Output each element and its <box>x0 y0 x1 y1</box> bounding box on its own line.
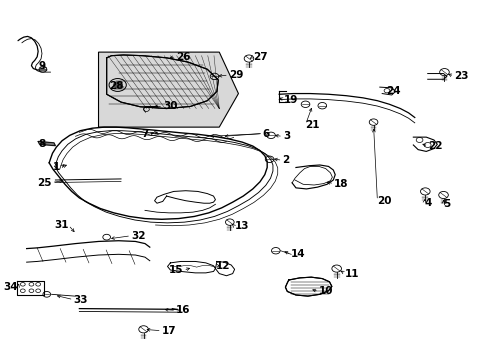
Text: 17: 17 <box>162 326 176 336</box>
Text: 13: 13 <box>234 221 248 231</box>
Text: 23: 23 <box>453 71 468 81</box>
Text: 8: 8 <box>39 139 46 149</box>
Text: 15: 15 <box>168 265 183 275</box>
Text: 12: 12 <box>215 261 229 271</box>
Text: 10: 10 <box>318 287 333 296</box>
Text: 34: 34 <box>3 282 18 292</box>
Text: 30: 30 <box>163 102 177 111</box>
Polygon shape <box>38 141 55 146</box>
Text: 32: 32 <box>131 231 145 241</box>
Text: 21: 21 <box>305 120 319 130</box>
Text: 31: 31 <box>54 220 68 230</box>
Text: 16: 16 <box>176 305 190 315</box>
Text: 7: 7 <box>141 129 148 139</box>
Text: 2: 2 <box>282 156 289 165</box>
Polygon shape <box>98 52 238 127</box>
Text: 14: 14 <box>290 249 305 259</box>
Text: 20: 20 <box>377 196 391 206</box>
Text: 1: 1 <box>53 162 60 172</box>
Text: 5: 5 <box>443 199 450 209</box>
Text: 9: 9 <box>39 61 46 71</box>
Text: 24: 24 <box>385 86 400 96</box>
Text: 4: 4 <box>424 198 431 208</box>
Text: 25: 25 <box>37 177 51 188</box>
Text: 3: 3 <box>283 131 290 141</box>
Text: 26: 26 <box>176 52 190 62</box>
Text: 28: 28 <box>109 81 123 91</box>
Text: 29: 29 <box>228 70 243 80</box>
Text: 6: 6 <box>262 129 269 139</box>
Text: 27: 27 <box>252 52 267 62</box>
Text: 18: 18 <box>334 179 348 189</box>
Text: 33: 33 <box>74 295 88 305</box>
Circle shape <box>113 81 122 89</box>
Text: 19: 19 <box>284 95 298 105</box>
Text: 11: 11 <box>345 269 359 279</box>
Text: 22: 22 <box>427 141 442 152</box>
